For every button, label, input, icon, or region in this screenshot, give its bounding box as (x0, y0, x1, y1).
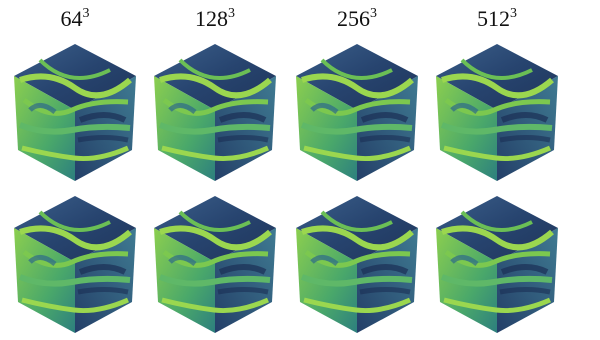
header-exponent: 3 (510, 6, 517, 21)
figure: 643 1283 2563 5123 (0, 0, 600, 340)
header-base: 64 (61, 6, 83, 31)
page: 643 1283 2563 5123 (() => { const data =… (0, 0, 600, 340)
header-exponent: 3 (83, 6, 90, 21)
header-exponent: 3 (370, 6, 377, 21)
render (154, 196, 276, 333)
header-base: 128 (195, 6, 228, 31)
render (436, 196, 558, 333)
header-base: 256 (337, 6, 370, 31)
render (154, 44, 276, 181)
render (296, 44, 418, 181)
render (436, 44, 558, 181)
column-header: 643 (61, 6, 90, 31)
render (296, 196, 418, 333)
render (14, 44, 136, 181)
header-base: 512 (477, 6, 510, 31)
column-header: 2563 (337, 6, 377, 31)
column-header: 5123 (477, 6, 517, 31)
render (14, 196, 136, 333)
header-exponent: 3 (228, 6, 235, 21)
column-header: 1283 (195, 6, 235, 31)
